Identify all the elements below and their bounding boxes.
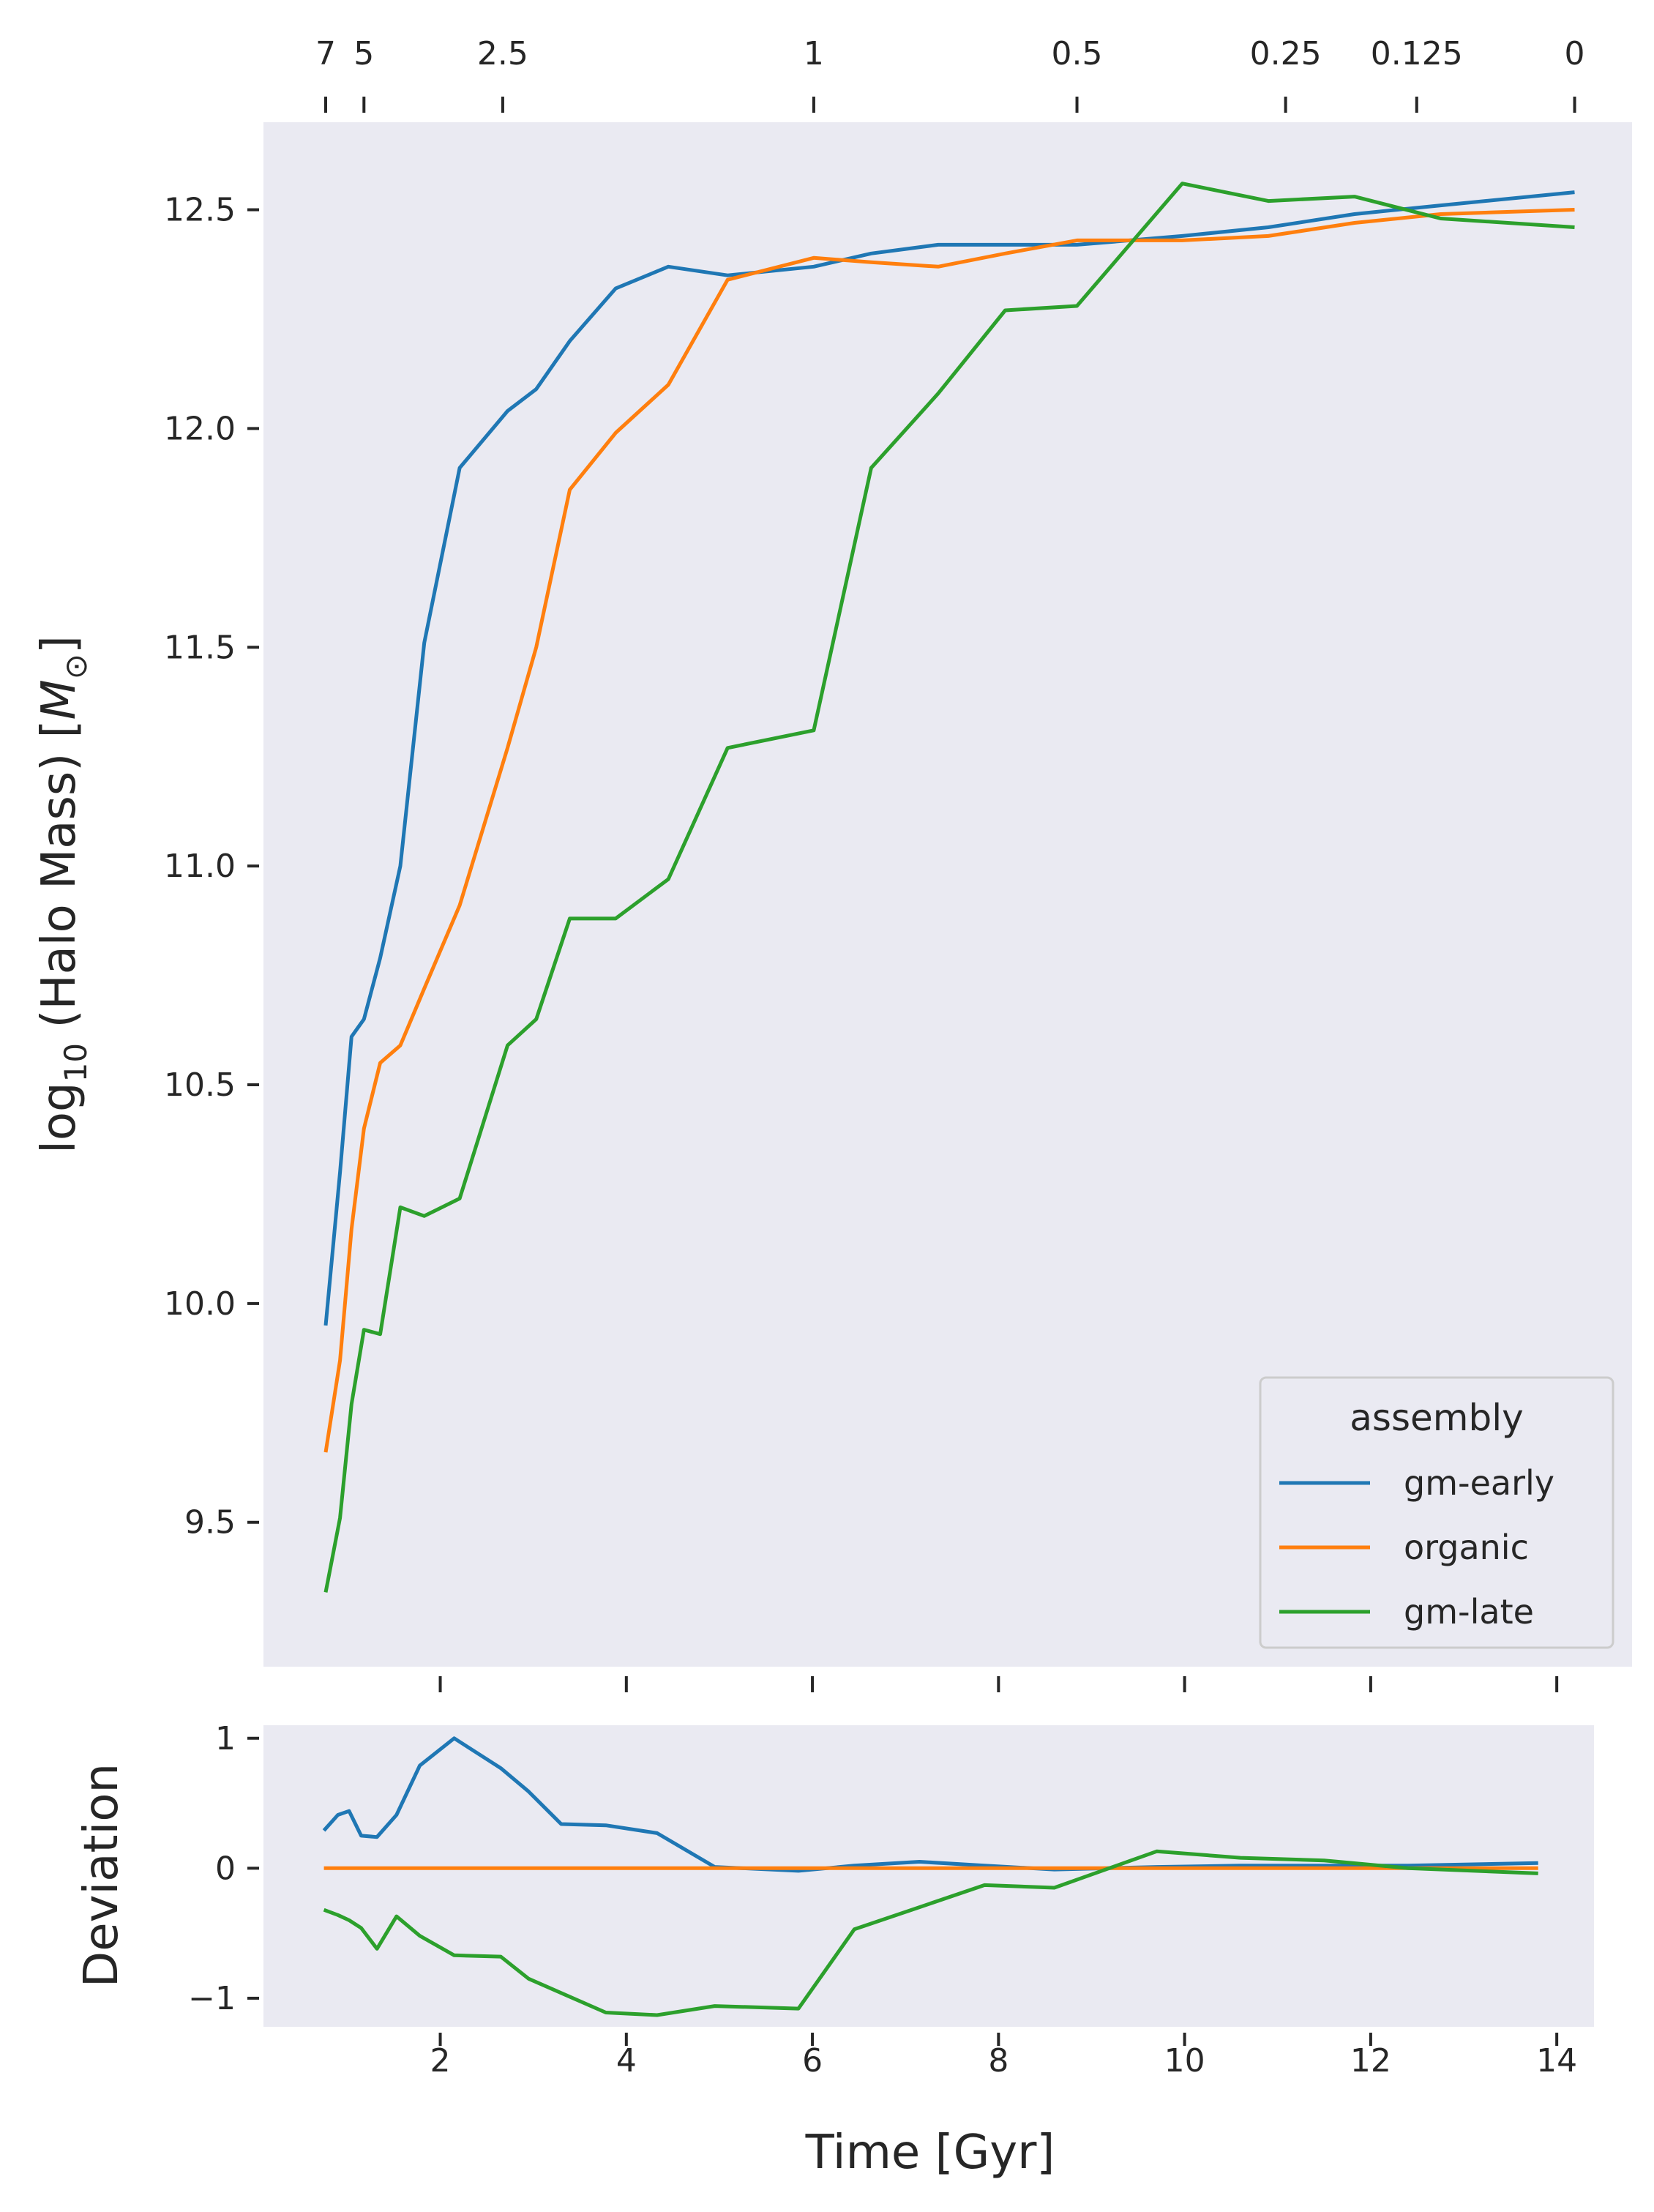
- series-line-organic: [323, 208, 1575, 1453]
- legend-frame: [1259, 1376, 1614, 1649]
- y-tick-label: 12.0: [164, 410, 236, 447]
- top-y-axis: 9.5 10.0 10.5 11.0 11.5 12.0 12.5: [164, 192, 259, 1542]
- legend-label-organic: organic: [1404, 1528, 1529, 1567]
- series-line-gm-early: [323, 190, 1575, 1326]
- x-axis-label: Time [Gyr]: [805, 2126, 1055, 2180]
- x-tick-label: 6: [802, 2042, 823, 2080]
- bottom-y-axis-label: Deviation: [75, 1763, 129, 1987]
- y-tick-label: −1: [188, 1980, 236, 2017]
- y-tick-label: 11.5: [164, 629, 236, 666]
- y-tick-label: 10.5: [164, 1066, 236, 1104]
- top-panel-x-ticks: [438, 1676, 1559, 1692]
- bottom-series-layer: [322, 1736, 1538, 2017]
- legend-label-gm-late: gm-late: [1404, 1592, 1534, 1632]
- legend-label-gm-early: gm-early: [1404, 1463, 1554, 1503]
- top-axis-tick-label: 7: [315, 35, 336, 72]
- top-panel: 9.510.010.511.011.512.012.5 7 5 2.5 1 0.5 0.2…: [32, 35, 1632, 1692]
- legend: assembly gm-early organic gm-late: [1259, 1376, 1614, 1649]
- y-tick-label: 9.5: [184, 1504, 236, 1542]
- top-axis-tick-label: 1: [804, 35, 824, 72]
- bottom-panel-background: [263, 1725, 1594, 2027]
- top-axis-tick-label: 0.125: [1371, 35, 1463, 72]
- bottom-panel: −1 0 1 2 4 6 8 10 12 14 Deviation Time [Gyr]: [75, 1720, 1594, 2180]
- x-tick-label: 2: [430, 2042, 451, 2080]
- x-tick-label: 8: [988, 2042, 1009, 2080]
- y-tick-label: 10.0: [164, 1285, 236, 1323]
- top-series-layer: [323, 182, 1575, 1593]
- top-secondary-axis: 7 5 2.5 1 0.5 0.25 0.125 0: [315, 35, 1585, 113]
- top-axis-tick-label: 5: [353, 35, 374, 72]
- top-axis-tick-label: 0.5: [1052, 35, 1103, 72]
- x-tick-label: 4: [616, 2042, 637, 2080]
- y-tick-label: 0: [215, 1850, 236, 1887]
- top-axis-tick-label: 0: [1565, 35, 1585, 72]
- x-tick-label: 12: [1350, 2042, 1391, 2080]
- x-tick-label: 10: [1164, 2042, 1205, 2080]
- x-tick-label: 14: [1536, 2042, 1577, 2080]
- bottom-x-axis: 2 4 6 8 10 12 14: [430, 2033, 1577, 2080]
- series-line-gm-late: [323, 182, 1575, 1593]
- top-y-axis-label: log10 (Halo Mass) [M⊙]: [32, 635, 94, 1154]
- top-axis-tick-label: 0.25: [1250, 35, 1322, 72]
- top-axis-tick-label: 2.5: [477, 35, 528, 72]
- y-tick-label: 12.5: [164, 192, 236, 229]
- y-tick-label: 11.0: [164, 848, 236, 885]
- y-tick-label: 1: [215, 1720, 236, 1757]
- bottom-y-axis: −1 0 1: [188, 1720, 259, 2017]
- deviation-line-gm-late: [323, 1849, 1538, 2017]
- legend-title: assembly: [1350, 1397, 1523, 1439]
